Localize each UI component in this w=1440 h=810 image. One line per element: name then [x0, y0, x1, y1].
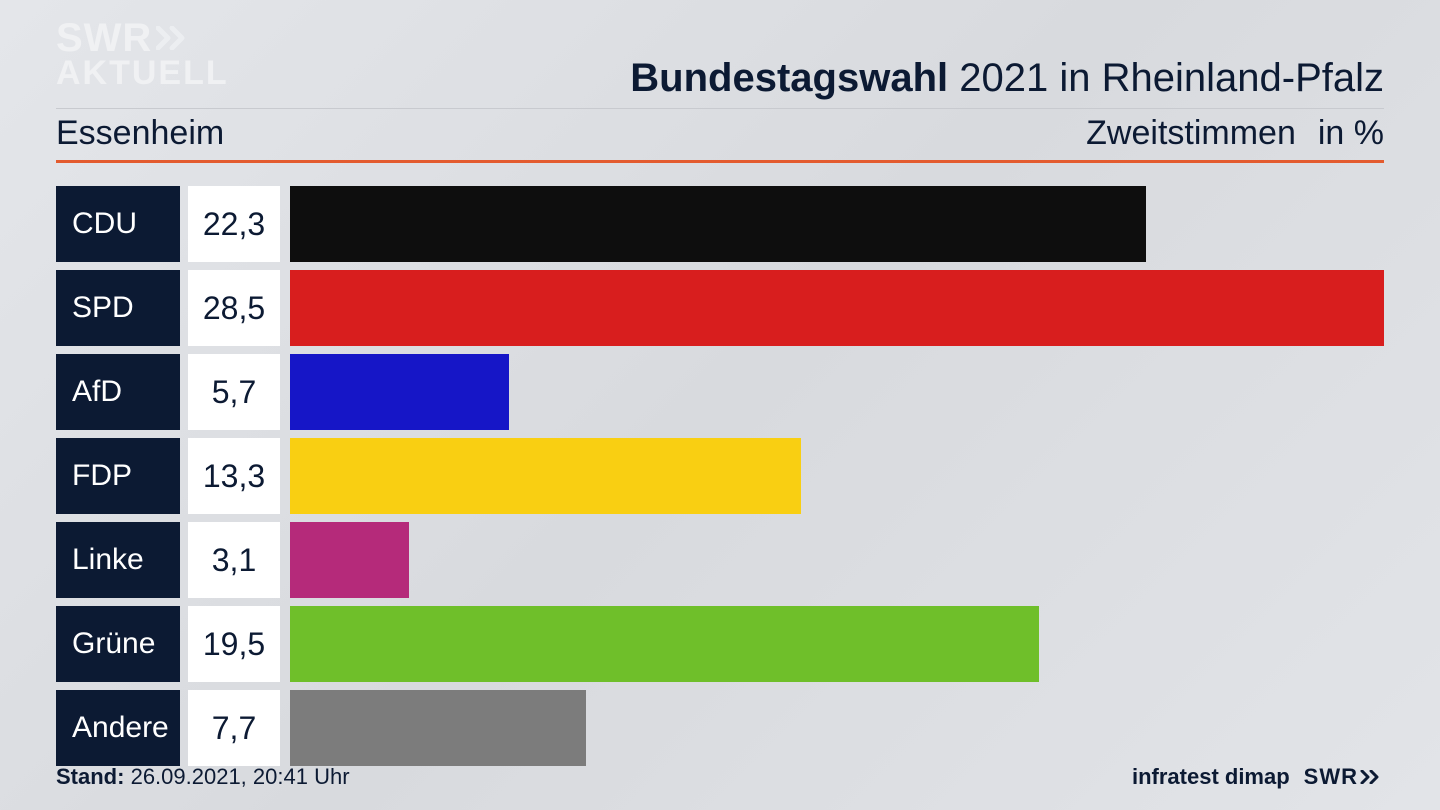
- value-label: 28,5: [188, 270, 280, 346]
- logo-line1: SWR: [56, 18, 152, 58]
- party-label: CDU: [56, 186, 180, 262]
- bar: [290, 354, 509, 430]
- location-label: Essenheim: [56, 114, 224, 153]
- swr-small-text: SWR: [1304, 764, 1358, 790]
- party-label: SPD: [56, 270, 180, 346]
- chart-row: Andere7,7: [56, 690, 1384, 766]
- chart-container: SWR AKTUELL Bundestagswahl 2021 in Rhein…: [0, 0, 1440, 810]
- stand-value-text: 26.09.2021, 20:41 Uhr: [131, 764, 350, 789]
- swr-small-logo: SWR: [1304, 764, 1384, 790]
- value-label: 3,1: [188, 522, 280, 598]
- value-label: 5,7: [188, 354, 280, 430]
- stand-label: Stand:: [56, 764, 124, 789]
- bar: [290, 270, 1384, 346]
- party-label: Andere: [56, 690, 180, 766]
- bar-track: [290, 606, 1384, 682]
- chart-row: Linke3,1: [56, 522, 1384, 598]
- bar-track: [290, 270, 1384, 346]
- subheader: Essenheim Zweitstimmen in %: [56, 114, 1384, 153]
- unit-label: in %: [1318, 114, 1384, 153]
- bar-chart: CDU22,3SPD28,5AfD5,7FDP13,3Linke3,1Grüne…: [56, 186, 1384, 740]
- footer-right: infratest dimap SWR: [1132, 764, 1384, 790]
- logo-line2: AKTUELL: [56, 56, 229, 90]
- party-label: AfD: [56, 354, 180, 430]
- bar: [290, 606, 1039, 682]
- party-label: Linke: [56, 522, 180, 598]
- footer: Stand: 26.09.2021, 20:41 Uhr infratest d…: [56, 764, 1384, 790]
- bar: [290, 438, 801, 514]
- bar: [290, 690, 586, 766]
- value-label: 13,3: [188, 438, 280, 514]
- source-label: infratest dimap: [1132, 764, 1290, 790]
- party-label: Grüne: [56, 606, 180, 682]
- value-label: 22,3: [188, 186, 280, 262]
- bar-track: [290, 522, 1384, 598]
- chart-row: AfD5,7: [56, 354, 1384, 430]
- chart-row: FDP13,3: [56, 438, 1384, 514]
- chevrons-right-icon: [156, 26, 192, 50]
- footer-left: Stand: 26.09.2021, 20:41 Uhr: [56, 764, 350, 790]
- page-title: Bundestagswahl 2021 in Rheinland-Pfalz: [630, 56, 1384, 101]
- bar: [290, 186, 1146, 262]
- bar-track: [290, 438, 1384, 514]
- party-label: FDP: [56, 438, 180, 514]
- bar-track: [290, 354, 1384, 430]
- accent-rule: [56, 160, 1384, 163]
- chart-row: CDU22,3: [56, 186, 1384, 262]
- header-divider: [56, 108, 1384, 109]
- metric-label: Zweitstimmen: [1086, 114, 1296, 153]
- bar: [290, 522, 409, 598]
- logo-line1-row: SWR: [56, 18, 229, 58]
- title-bold: Bundestagswahl: [630, 56, 948, 100]
- value-label: 7,7: [188, 690, 280, 766]
- subheader-right: Zweitstimmen in %: [1086, 114, 1384, 153]
- chart-row: SPD28,5: [56, 270, 1384, 346]
- bar-track: [290, 186, 1384, 262]
- chart-row: Grüne19,5: [56, 606, 1384, 682]
- value-label: 19,5: [188, 606, 280, 682]
- bar-track: [290, 690, 1384, 766]
- title-light-text: 2021 in Rheinland-Pfalz: [959, 56, 1384, 100]
- swr-aktuell-logo: SWR AKTUELL: [56, 18, 229, 90]
